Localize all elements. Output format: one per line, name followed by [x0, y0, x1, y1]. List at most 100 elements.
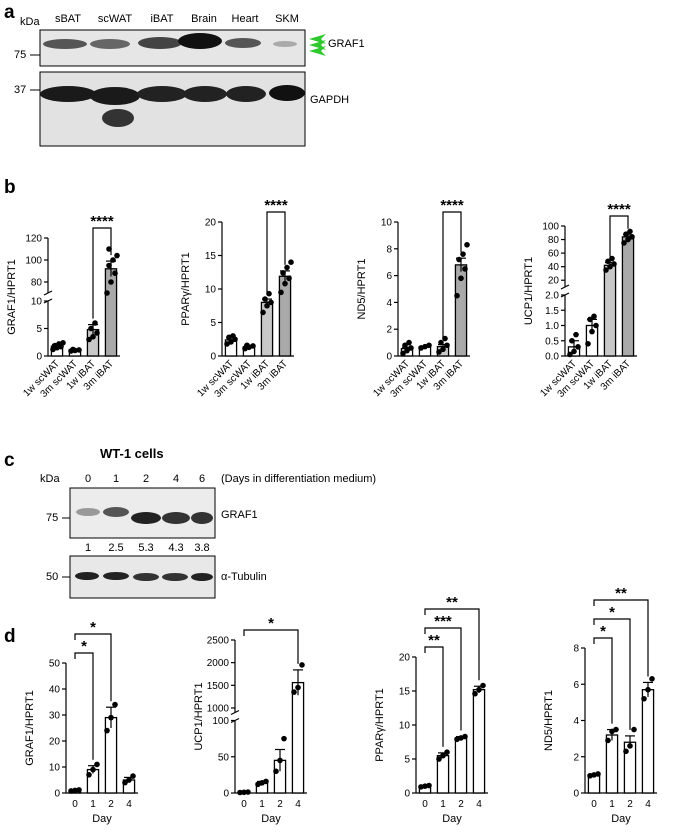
- y-tick-label: 1.5: [545, 306, 559, 317]
- data-point: [244, 342, 250, 349]
- y-tick-label: 2000: [207, 658, 230, 669]
- panel-c-tubulin-label: α-Tubulin: [221, 571, 267, 583]
- data-point: [295, 684, 301, 691]
- data-point: [595, 771, 601, 777]
- data-point: [605, 737, 611, 744]
- bar-3: [621, 236, 635, 357]
- data-point: [609, 255, 615, 262]
- significance-label: ***: [434, 613, 452, 630]
- data-point: [400, 350, 406, 357]
- bar-3: [641, 689, 655, 794]
- data-point: [406, 339, 412, 346]
- y-tick-label: 20: [548, 276, 560, 287]
- data-point: [575, 344, 581, 350]
- data-point: [104, 290, 110, 296]
- panel-a-marker-37: 37: [14, 84, 26, 96]
- y-tick-label: 80: [31, 278, 43, 289]
- data-point: [569, 337, 575, 344]
- x-axis-label: Day: [611, 813, 631, 825]
- data-point: [264, 302, 270, 309]
- y-tick-label: 4: [386, 298, 392, 309]
- data-point: [625, 236, 631, 243]
- significance-label: ****: [264, 197, 288, 214]
- data-point: [94, 761, 100, 768]
- significance-bracket: [424, 627, 462, 731]
- data-point: [76, 787, 82, 793]
- significance-bracket: [609, 215, 629, 257]
- data-point: [263, 778, 269, 785]
- data-point: [472, 690, 478, 697]
- y-tick-label: 1000: [207, 703, 230, 714]
- significance-bracket: [424, 646, 444, 747]
- data-point: [106, 262, 112, 269]
- panel-c-blot-bottom: [69, 555, 216, 599]
- x-axis-label: Day: [442, 813, 462, 825]
- y-tick-label: 20: [205, 218, 217, 229]
- panel-c-days-caption: (Days in differentiation medium): [221, 473, 376, 485]
- x-axis-label: Day: [92, 813, 112, 825]
- lane-label-1: scWAT: [98, 13, 132, 25]
- data-point: [438, 339, 444, 346]
- data-point: [282, 280, 288, 287]
- data-point: [106, 246, 112, 252]
- data-point: [86, 336, 92, 343]
- y-tick-label: 40: [548, 262, 560, 273]
- significance-label: ****: [607, 201, 631, 218]
- y-tick-label: 2: [386, 325, 392, 336]
- y-axis-label: GRAF1/HPRT1: [24, 690, 36, 766]
- y-tick-label: 100: [25, 256, 42, 267]
- axis-break: [560, 284, 570, 290]
- data-point: [76, 347, 82, 353]
- data-point: [288, 259, 294, 266]
- lane-label-2: iBAT: [150, 13, 173, 25]
- y-axis-label: UCP1/HPRT1: [193, 682, 205, 750]
- x-tick-label: 2: [277, 799, 283, 810]
- y-axis-label: GRAF1/HPRT1: [6, 259, 18, 335]
- y-tick-label: 100: [212, 716, 229, 727]
- y-tick-label: 8: [386, 244, 392, 255]
- data-point: [567, 351, 573, 358]
- y-tick-label: 0.5: [545, 336, 559, 347]
- panel-c-quantification: 1 2.5 5.3 4.3 3.8: [85, 542, 210, 554]
- data-point: [230, 333, 236, 339]
- y-tick-label: 10: [31, 297, 43, 308]
- data-point: [605, 258, 611, 265]
- data-point: [70, 346, 76, 353]
- y-tick-label: 0: [223, 789, 229, 800]
- axis-break: [230, 709, 240, 716]
- y-tick-label: 10: [49, 763, 61, 774]
- bar-3: [472, 688, 486, 794]
- data-point: [585, 341, 591, 347]
- data-point: [60, 340, 66, 346]
- data-point: [462, 733, 468, 740]
- data-point: [456, 256, 462, 263]
- lane-label-3: Brain: [191, 13, 217, 25]
- x-tick-label: 1: [440, 799, 446, 810]
- y-tick-label: 10: [205, 285, 217, 296]
- y-tick-label: 1.0: [545, 321, 559, 332]
- day-label-0: 0: [85, 473, 91, 485]
- x-tick-label: 0: [241, 799, 247, 810]
- significance-label: *: [90, 619, 96, 636]
- data-point: [631, 726, 637, 733]
- data-point: [402, 342, 408, 349]
- y-tick-label: 0: [386, 352, 392, 363]
- data-point: [629, 234, 635, 240]
- x-tick-label: 0: [72, 799, 78, 810]
- panel-letter-c: c: [4, 450, 15, 471]
- quant-value-0: 1: [85, 542, 91, 554]
- y-tick-label: 2500: [207, 636, 230, 647]
- y-tick-label: 15: [205, 251, 217, 262]
- significance-label: *: [600, 623, 606, 640]
- data-point: [645, 686, 651, 693]
- data-point: [589, 328, 595, 335]
- x-tick-label: 2: [458, 799, 464, 810]
- data-point: [476, 686, 482, 693]
- significance-label: ****: [440, 197, 464, 214]
- y-tick-label: 40: [49, 685, 61, 696]
- data-point: [591, 313, 597, 320]
- y-tick-label: 8: [573, 644, 579, 655]
- y-tick-label: 0.0: [545, 352, 559, 363]
